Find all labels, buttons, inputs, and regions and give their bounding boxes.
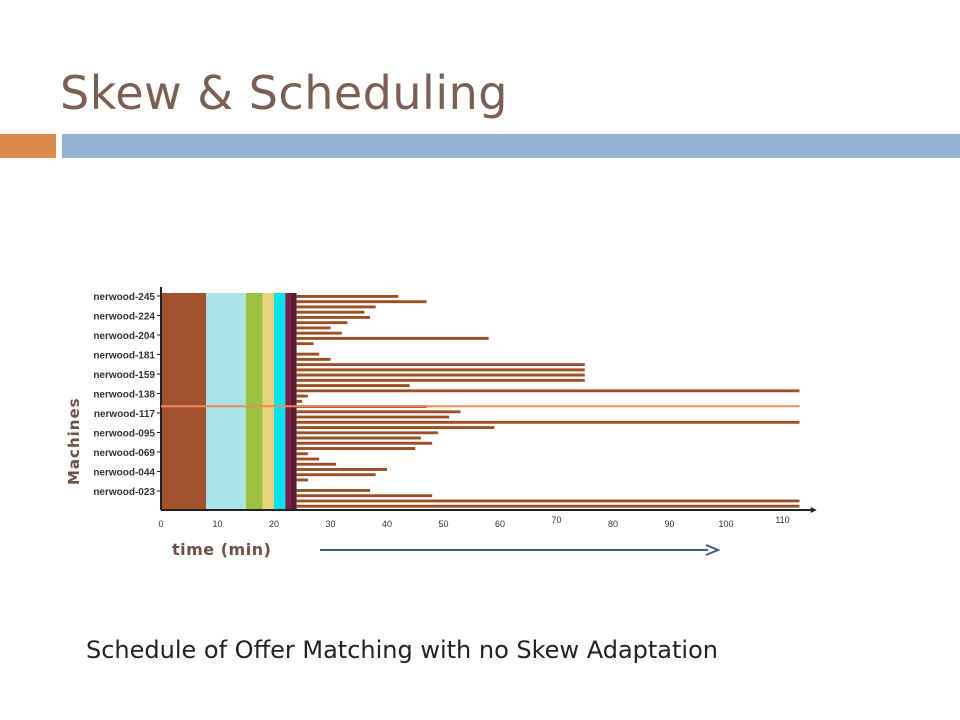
x-tick-label: 50 xyxy=(438,519,448,529)
header-accent-bar xyxy=(0,134,56,158)
task-bar xyxy=(296,295,399,298)
y-tick-label: nerwood-181 xyxy=(93,351,155,362)
task-bar xyxy=(296,368,585,372)
task-bar xyxy=(296,336,489,340)
task-bar xyxy=(296,399,303,403)
task-bar xyxy=(296,389,800,393)
header-bar xyxy=(62,134,960,158)
task-bar xyxy=(296,473,376,477)
phase-band xyxy=(285,293,291,510)
y-tick-label: nerwood-138 xyxy=(93,390,155,401)
y-tick-label: nerwood-159 xyxy=(93,370,155,381)
task-bar xyxy=(296,468,387,471)
task-bar xyxy=(296,478,308,482)
x-axis-label: time (min) xyxy=(172,540,272,559)
phase-band xyxy=(206,293,246,510)
x-axis-arrowhead xyxy=(810,507,817,513)
y-tick-label: nerwood-095 xyxy=(93,429,155,440)
task-bar xyxy=(296,431,438,435)
task-bar xyxy=(296,441,433,445)
slide-title: Skew & Scheduling xyxy=(60,66,508,120)
x-tick-label: 90 xyxy=(664,519,674,529)
y-tick-label: nerwood-023 xyxy=(93,487,155,498)
task-bar xyxy=(296,305,376,309)
task-bar xyxy=(296,378,585,382)
task-bar xyxy=(296,462,337,466)
phase-band xyxy=(290,293,297,510)
y-tick-label: nerwood-204 xyxy=(93,331,155,342)
task-bar xyxy=(296,384,410,388)
phase-band xyxy=(262,293,274,510)
task-bar xyxy=(296,315,371,319)
task-bar xyxy=(296,373,585,377)
x-tick-label: 60 xyxy=(495,519,505,529)
task-bar xyxy=(296,452,308,456)
x-tick-label: 80 xyxy=(608,519,618,529)
task-bar xyxy=(296,310,365,314)
x-tick-label: 30 xyxy=(325,519,335,529)
task-bar xyxy=(296,321,348,325)
x-tick-label: 110 xyxy=(775,515,789,525)
task-bar xyxy=(296,394,308,398)
x-tick-label: 100 xyxy=(718,519,733,529)
task-bar xyxy=(296,457,320,461)
x-tick-label: 0 xyxy=(158,519,163,529)
task-bar xyxy=(296,415,450,419)
task-bar xyxy=(296,342,314,346)
task-bar xyxy=(296,410,461,414)
y-axis-label: Machines xyxy=(65,397,83,485)
phase-band xyxy=(274,293,286,510)
x-tick-label: 20 xyxy=(269,519,279,529)
phase-band xyxy=(161,293,207,510)
task-bar xyxy=(296,420,800,424)
task-bar xyxy=(296,489,371,492)
task-bar xyxy=(296,300,427,304)
task-bar xyxy=(296,494,433,498)
task-bar xyxy=(296,352,320,356)
task-bar xyxy=(296,357,331,361)
y-tick-label: nerwood-245 xyxy=(93,292,155,303)
task-bar xyxy=(296,499,800,503)
y-tick-label: nerwood-224 xyxy=(93,312,155,323)
task-bar xyxy=(296,326,331,330)
y-tick-label: nerwood-044 xyxy=(93,468,155,479)
phase-band xyxy=(245,293,263,510)
task-bar xyxy=(296,331,342,335)
y-tick-label: nerwood-117 xyxy=(94,409,156,420)
slide-caption: Schedule of Offer Matching with no Skew … xyxy=(86,636,718,664)
x-tick-label: 10 xyxy=(212,519,222,529)
task-bar xyxy=(296,447,416,450)
y-tick-label: nerwood-069 xyxy=(93,448,155,459)
x-tick-label: 40 xyxy=(382,519,392,529)
task-bar xyxy=(296,426,495,429)
task-bar xyxy=(296,436,421,440)
x-tick-label: 70 xyxy=(551,515,561,525)
task-bar xyxy=(296,504,800,508)
task-bar xyxy=(296,363,585,367)
time-arrowhead xyxy=(705,544,721,556)
